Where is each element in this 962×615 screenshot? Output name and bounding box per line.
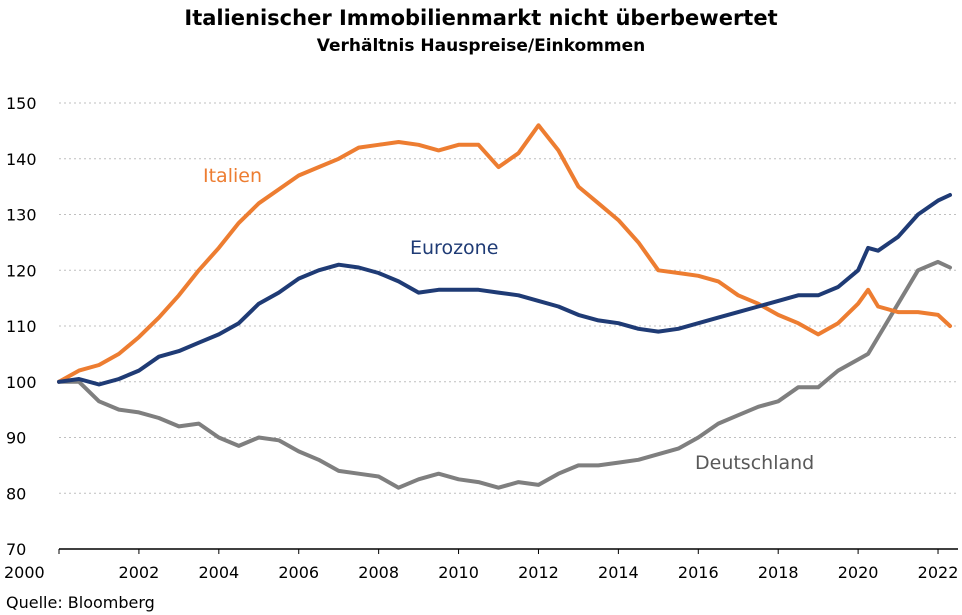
y-tick-label: 140 xyxy=(6,150,37,169)
series-label-eurozone: Eurozone xyxy=(410,237,498,259)
x-tick-label: 2002 xyxy=(119,563,160,582)
x-tick-label: 2020 xyxy=(838,563,879,582)
series-label-italien: Italien xyxy=(203,165,262,187)
y-tick-label: 150 xyxy=(6,94,37,113)
y-tick-label: 70 xyxy=(6,540,26,559)
series-line-eurozone xyxy=(57,193,952,387)
x-tick-label: 2014 xyxy=(598,563,639,582)
y-tick-label: 130 xyxy=(6,206,37,225)
chart-title: Italienischer Immobilienmarkt nicht über… xyxy=(184,6,778,30)
y-tick-label: 80 xyxy=(6,484,26,503)
series-line-deutschland xyxy=(57,259,952,490)
x-axis-tick-labels: 2000 2002 2004 2006 2008 2010 2012 2014 2016 2018… xyxy=(4,549,958,582)
x-tick-label: 2008 xyxy=(358,563,399,582)
x-tick-label: 2022 xyxy=(918,563,959,582)
series-line-italien xyxy=(57,123,952,384)
y-tick-label: 100 xyxy=(6,373,37,392)
x-tick-label: 2000 xyxy=(4,563,45,582)
source-note: Quelle: Bloomberg xyxy=(6,593,155,612)
chart-subtitle: Verhältnis Hauspreise/Einkommen xyxy=(316,36,646,56)
x-tick-label: 2006 xyxy=(278,563,319,582)
x-tick-label: 2004 xyxy=(198,563,239,582)
x-tick-label: 2012 xyxy=(518,563,559,582)
grid-lines xyxy=(59,102,958,550)
y-tick-label: 120 xyxy=(6,261,37,280)
x-tick-label: 2010 xyxy=(438,563,479,582)
series-lines xyxy=(57,123,952,490)
y-tick-label: 90 xyxy=(6,429,26,448)
x-tick-label: 2016 xyxy=(678,563,719,582)
x-tick-label: 2018 xyxy=(758,563,799,582)
series-label-deutschland: Deutschland xyxy=(695,452,814,474)
y-axis-tick-labels: 70 80 90 100 110 120 130 140 150 xyxy=(6,94,37,559)
y-tick-label: 110 xyxy=(6,317,37,336)
